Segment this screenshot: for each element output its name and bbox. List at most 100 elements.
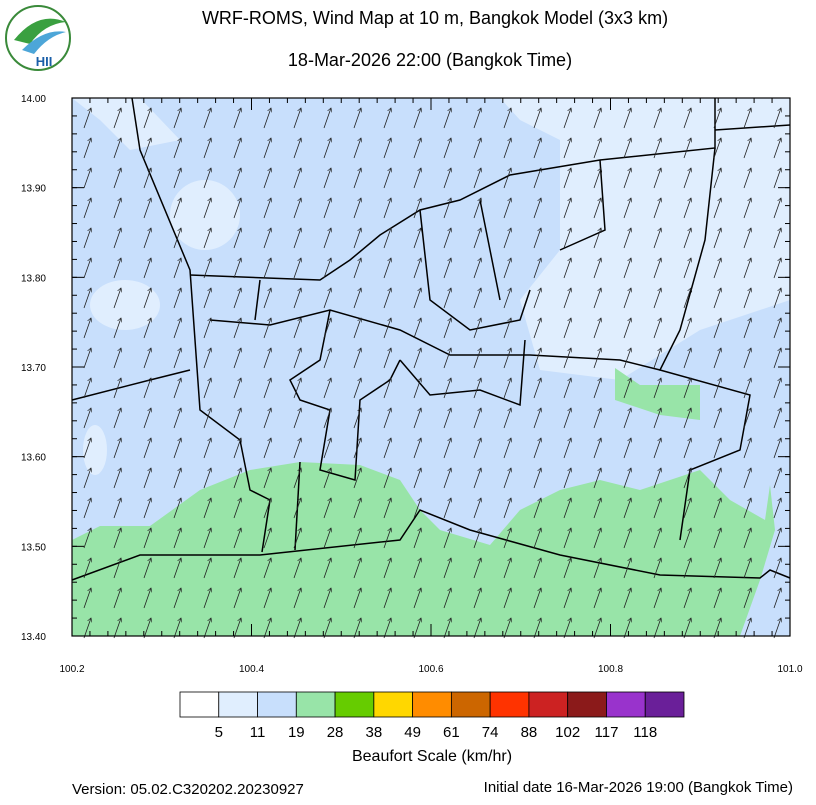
wind-arrow [533,558,541,579]
x-tick-label: 100.4 [239,664,264,675]
wind-arrow [533,198,541,219]
wind-arrow [713,558,721,579]
wind-arrow [713,588,721,609]
wind-arrow [113,138,121,159]
wind-arrow [683,348,691,369]
wind-arrow [263,558,271,579]
wind-arrow [233,378,241,399]
wind-arrow [143,468,151,489]
wind-arrow [653,318,661,339]
wind-arrow [383,498,391,519]
wind-arrow [773,108,781,129]
wind-arrow [773,318,781,339]
wind-arrow [293,498,301,519]
wind-arrow [203,138,211,159]
wind-arrow [203,168,211,189]
wind-arrow [623,108,631,129]
wind-arrow [143,228,151,249]
colorbar: 5 11 19 28 38 49 61 74 88 102 117 118 [179,691,685,741]
wind-arrow [143,108,151,129]
wind-arrow [743,108,751,129]
wind-arrow [293,438,301,459]
wind-arrow [683,318,691,339]
wind-arrow [233,588,241,609]
wind-arrow [623,378,631,399]
wind-arrow [323,138,331,159]
wind-arrow [383,618,391,639]
wind-arrow [683,378,691,399]
wind-arrow [473,618,481,639]
wind-arrow [203,258,211,279]
colorbar-title: Beaufort Scale (km/hr) [352,748,512,765]
wind-arrow [533,228,541,249]
wind-arrow [743,258,751,279]
wind-arrow [83,588,91,609]
wind-arrow [593,138,601,159]
wind-arrow [203,498,211,519]
wind-arrow [563,558,571,579]
wind-arrow [143,288,151,309]
wind-arrow [473,528,481,549]
wind-arrow [383,528,391,549]
wind-arrow [413,528,421,549]
colorbar-label: 61 [443,724,460,741]
wind-arrow [713,348,721,369]
wind-arrow [263,588,271,609]
wind-arrow [83,528,91,549]
wind-arrow [443,198,451,219]
colorbar-box [179,691,220,718]
wind-arrow [293,408,301,429]
wind-arrow [713,138,721,159]
wind-arrow [413,498,421,519]
wind-arrow [143,138,151,159]
wind-arrow [713,318,721,339]
wind-arrow [233,288,241,309]
wind-arrow [713,198,721,219]
wind-arrow [233,108,241,129]
wind-arrow [113,588,121,609]
wind-arrow [623,618,631,639]
wind-arrow [113,438,121,459]
wind-arrow [173,318,181,339]
wind-arrow [113,528,121,549]
wind-arrow [293,168,301,189]
wind-arrow [773,168,781,189]
colorbar-box [528,691,569,718]
wind-arrow [443,108,451,129]
wind-arrow [743,528,751,549]
wind-arrow [353,138,361,159]
wind-arrow [623,408,631,429]
wind-arrow [413,348,421,369]
wind-arrow [173,498,181,519]
wind-arrow [533,498,541,519]
wind-arrow [143,198,151,219]
wind-arrow [143,528,151,549]
wind-arrow [323,348,331,369]
wind-arrow [233,228,241,249]
wind-arrow [593,618,601,639]
colorbar-label: 117 [595,724,619,741]
wind-arrow [383,168,391,189]
wind-arrow [173,558,181,579]
wind-arrows [83,108,781,639]
y-tick-label: 14.00 [21,94,46,105]
wind-arrow [443,258,451,279]
colorbar-box [295,691,336,718]
wind-arrow [383,138,391,159]
wind-arrow [113,378,121,399]
wind-arrow [713,498,721,519]
wind-arrow [113,468,121,489]
x-tick-label: 100.2 [59,664,84,675]
wind-arrow [353,378,361,399]
wind-arrow [143,588,151,609]
y-tick-label: 13.80 [21,273,46,284]
wind-arrow [263,348,271,369]
wind-arrow [443,288,451,309]
wind-arrow [83,108,91,129]
colorbar-box [257,691,297,718]
wind-arrow [503,438,511,459]
wind-arrow [413,618,421,639]
wind-arrow [743,438,751,459]
wind-arrow [143,408,151,429]
wind-arrow [773,198,781,219]
